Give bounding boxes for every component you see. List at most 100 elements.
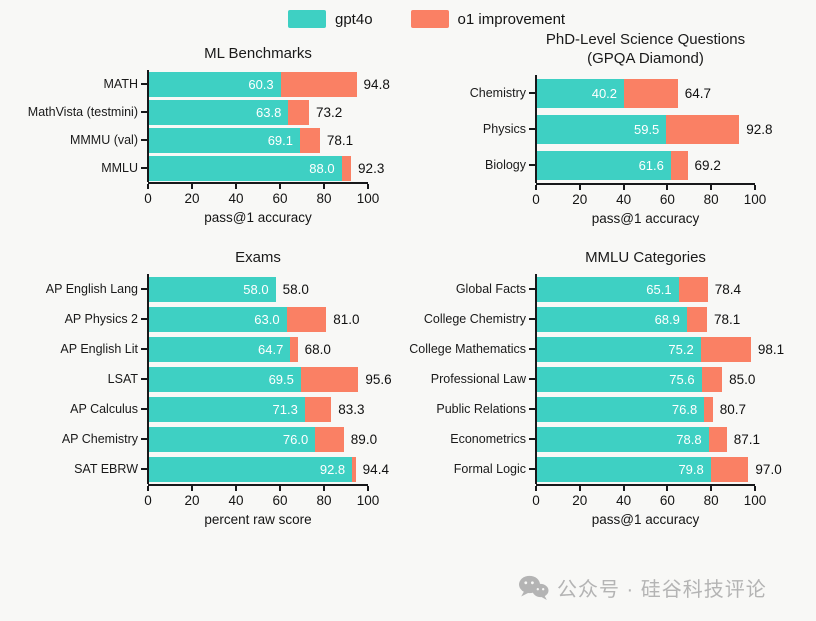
x-tick-label: 20 xyxy=(184,191,200,206)
total-value-label: 85.0 xyxy=(729,371,756,387)
gpt4o-value-label: 40.2 xyxy=(591,85,618,101)
category-label: Biology xyxy=(485,158,526,172)
plot-area: MATH 60.3 94.8 MathVista (testmini) 63.8 73.2… xyxy=(20,70,440,182)
x-axis-label: pass@1 accuracy xyxy=(591,211,700,226)
bar-track: 60.3 94.8 xyxy=(141,70,390,98)
x-tick-label: 100 xyxy=(356,191,380,206)
gpt4o-bar: 78.8 xyxy=(536,426,709,452)
x-tick-label: 60 xyxy=(659,493,675,508)
y-tick xyxy=(141,111,147,113)
gpt4o-bar: 71.3 xyxy=(148,396,305,422)
x-axis-label: pass@1 accuracy xyxy=(591,512,700,527)
bar-track: 40.2 64.7 xyxy=(529,75,755,111)
x-tick-label: 0 xyxy=(532,192,540,207)
legend-item-o1-improvement: o1 improvement xyxy=(410,10,565,28)
total-value-label: 94.4 xyxy=(362,461,389,477)
gpt4o-value-label: 69.5 xyxy=(268,371,294,387)
x-tick-label: 40 xyxy=(228,493,244,508)
category-label: SAT EBRW xyxy=(74,462,138,476)
gpt4o-value-label: 64.7 xyxy=(258,341,284,357)
legend-item-gpt4o: gpt4o xyxy=(288,10,373,28)
chart-ml-benchmarks: ML Benchmarks MATH 60.3 94.8 MathVista (test… xyxy=(20,44,440,225)
o1-improvement-bar xyxy=(288,99,310,125)
category-label: Physics xyxy=(482,122,526,136)
total-value-label: 83.3 xyxy=(338,401,365,417)
bar-row: AP Physics 2 63.0 81.0 xyxy=(20,304,440,334)
category-label: Global Facts xyxy=(455,282,526,296)
bar-track: 68.9 78.1 xyxy=(529,304,755,334)
x-tick xyxy=(622,185,625,190)
plot-area: AP English Lang 58.0 58.0 AP Physics 2 63.0 8… xyxy=(20,274,440,484)
bar-row: Professional Law 75.6 85.0 xyxy=(386,364,816,394)
chart-title-wrap: MMLU Categories xyxy=(536,248,755,267)
gpt4o-bar: 40.2 xyxy=(536,78,625,108)
total-value-label: 95.6 xyxy=(365,371,392,387)
o1-improvement-bar xyxy=(670,150,688,180)
o1-improvement-bar xyxy=(286,306,327,332)
x-tick xyxy=(367,486,369,491)
bar-row: Formal Logic 79.8 97.0 xyxy=(386,454,816,484)
bar-track: 76.8 80.7 xyxy=(529,394,755,424)
x-tick-label: 80 xyxy=(316,191,332,206)
x-axis-label: pass@1 accuracy xyxy=(204,210,312,225)
gpt4o-value-label: 65.1 xyxy=(646,281,672,297)
x-tick-label: 80 xyxy=(703,493,719,508)
gpt4o-value-label: 75.6 xyxy=(669,371,695,387)
chart-title: Exams xyxy=(235,249,281,266)
gpt4o-bar: 63.0 xyxy=(148,306,287,332)
y-tick xyxy=(141,318,147,320)
gpt4o-swatch xyxy=(288,10,326,28)
o1-improvement-bar xyxy=(352,456,356,482)
x-tick xyxy=(710,486,713,491)
total-value-label: 80.7 xyxy=(719,401,746,417)
gpt4o-bar: 69.5 xyxy=(148,366,301,392)
gpt4o-bar: 59.5 xyxy=(536,114,667,144)
gpt4o-bar: 75.2 xyxy=(536,336,701,362)
plot-area: Chemistry 40.2 64.7 Physics 59.5 92.8 Biology 6… xyxy=(386,75,816,183)
x-tick xyxy=(535,486,537,491)
total-value-label: 87.1 xyxy=(733,431,761,447)
o1-improvement-bar xyxy=(710,456,749,482)
bar-track: 88.0 92.3 xyxy=(141,154,384,182)
gpt4o-value-label: 69.1 xyxy=(267,132,294,148)
bar-track: 58.0 58.0 xyxy=(141,274,368,304)
gpt4o-value-label: 58.0 xyxy=(243,281,269,297)
o1-improvement-bar xyxy=(300,127,320,153)
gpt4o-bar: 63.8 xyxy=(148,99,289,125)
x-tick xyxy=(191,184,193,189)
x-axis: 0 20 40 60 80 100 xyxy=(144,484,379,512)
total-value-label: 98.1 xyxy=(757,341,785,357)
category-label: College Chemistry xyxy=(423,312,526,326)
bar-track: 65.1 78.4 xyxy=(529,274,755,304)
x-tick-label: 80 xyxy=(703,192,719,207)
plot-area: Global Facts 65.1 78.4 College Chemistry 68.… xyxy=(386,274,816,484)
x-axis: 0 20 40 60 80 100 xyxy=(532,484,766,512)
gpt4o-bar: 75.6 xyxy=(536,366,702,392)
x-tick-label: 20 xyxy=(184,493,200,508)
total-value-label: 89.0 xyxy=(350,431,378,447)
bar-track: 61.6 69.2 xyxy=(529,147,755,183)
gpt4o-value-label: 68.9 xyxy=(654,311,680,327)
category-label: Chemistry xyxy=(469,86,526,100)
x-tick xyxy=(367,184,369,189)
wechat-icon xyxy=(518,575,549,601)
o1-improvement-bar xyxy=(686,306,708,332)
category-label: College Mathematics xyxy=(409,342,526,356)
category-label: Econometrics xyxy=(450,432,526,446)
bar-track: 63.8 73.2 xyxy=(141,98,368,126)
chart-title-wrap: PhD-Level Science Questions (GPQA Diamond… xyxy=(536,30,755,68)
x-tick-label: 0 xyxy=(144,191,152,206)
gpt4o-value-label: 78.8 xyxy=(676,431,702,447)
gpt4o-bar: 61.6 xyxy=(536,150,671,180)
x-tick xyxy=(191,486,193,491)
gpt4o-value-label: 63.0 xyxy=(254,311,280,327)
bar-row: AP Chemistry 76.0 89.0 xyxy=(20,424,440,454)
bar-row: College Mathematics 75.2 98.1 xyxy=(386,334,816,364)
gpt4o-bar: 79.8 xyxy=(536,456,711,482)
watermark-text: 公众号 · 硅谷科技评论 xyxy=(557,579,767,601)
total-value-label: 78.1 xyxy=(714,311,741,327)
bar-row: Physics 59.5 92.8 xyxy=(386,111,816,147)
category-label: AP English Lit xyxy=(60,342,138,356)
x-tick-label: 20 xyxy=(572,493,588,508)
x-tick-label: 20 xyxy=(572,192,588,207)
